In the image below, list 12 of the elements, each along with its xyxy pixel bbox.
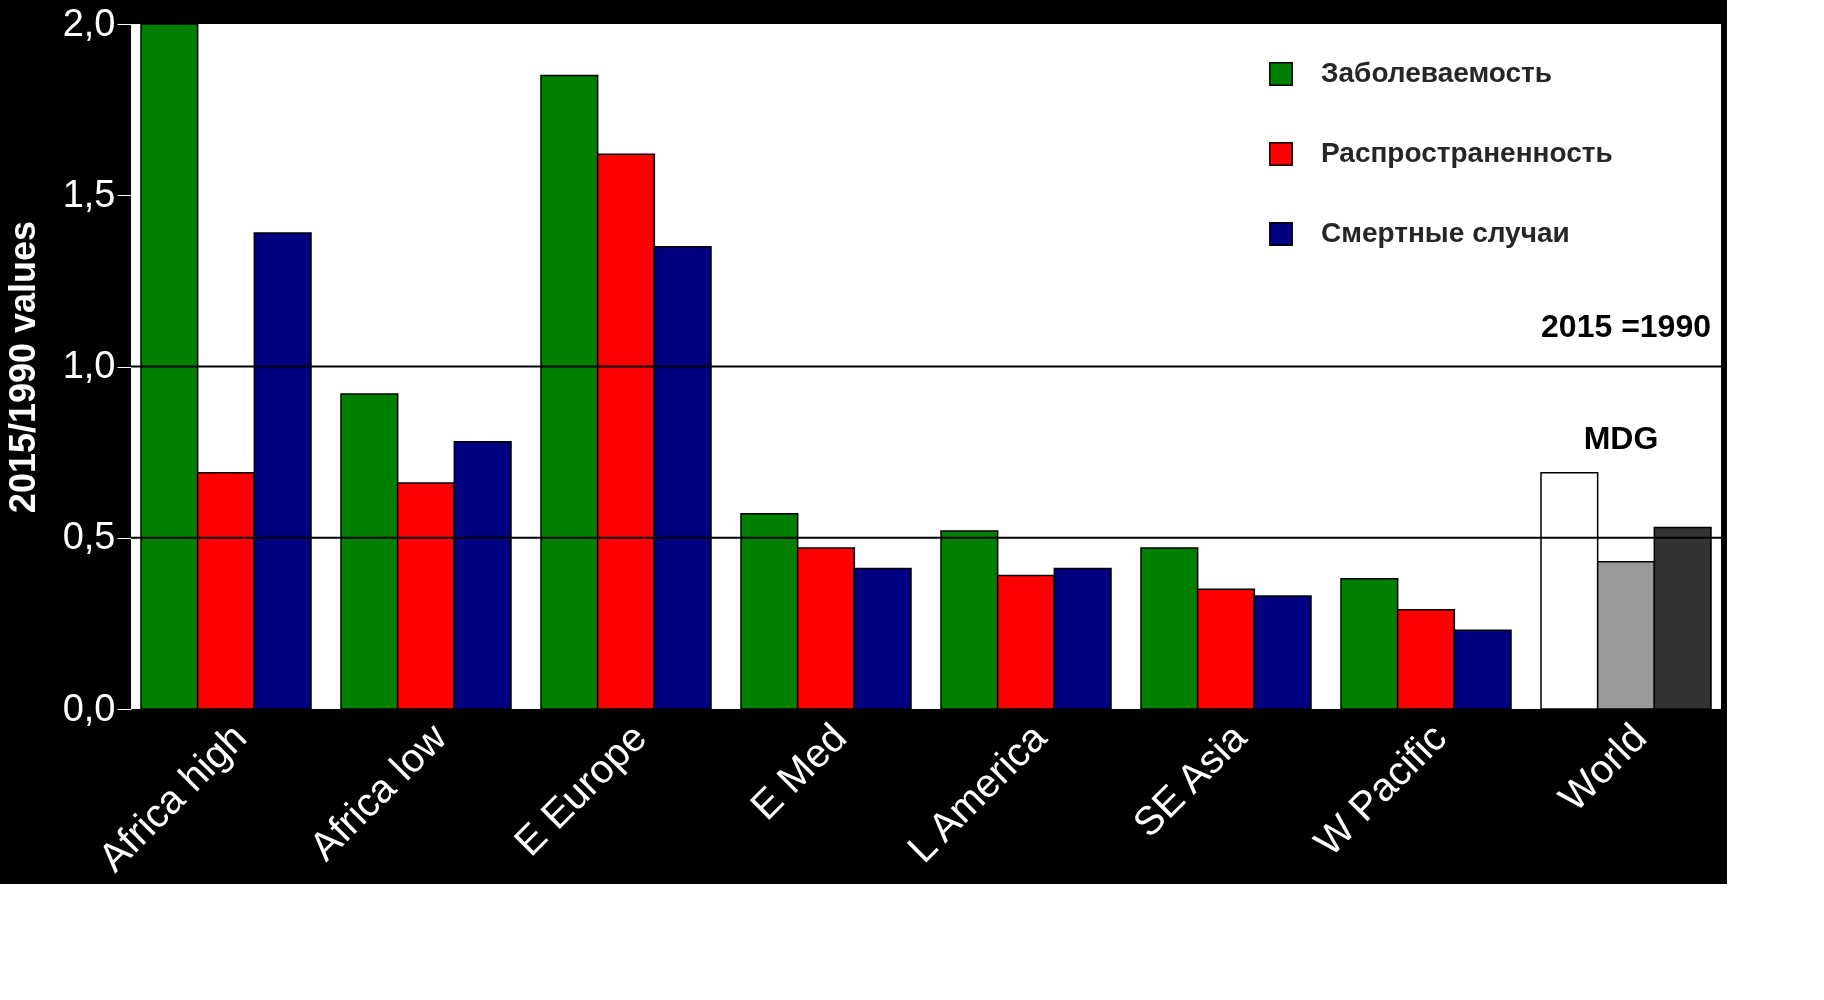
y-tick-label: 0,0 (62, 686, 116, 729)
y-tick-label: 2,0 (62, 1, 116, 44)
annotation: 2015 =1990 (1541, 307, 1711, 344)
y-axis-title: 2015/1990 values (1, 220, 43, 514)
legend-label: Смертные случаи (1321, 217, 1570, 248)
legend-label: Заболеваемость (1321, 57, 1552, 88)
x-tick-label: SE Asia (1124, 714, 1255, 845)
legend-label: Распространенность (1321, 137, 1613, 168)
y-tick-label: 0,5 (62, 515, 116, 558)
annotation: MDG (1583, 419, 1659, 456)
y-tick-label: 1,0 (62, 344, 116, 386)
y-tick-label: 1,5 (62, 172, 116, 215)
